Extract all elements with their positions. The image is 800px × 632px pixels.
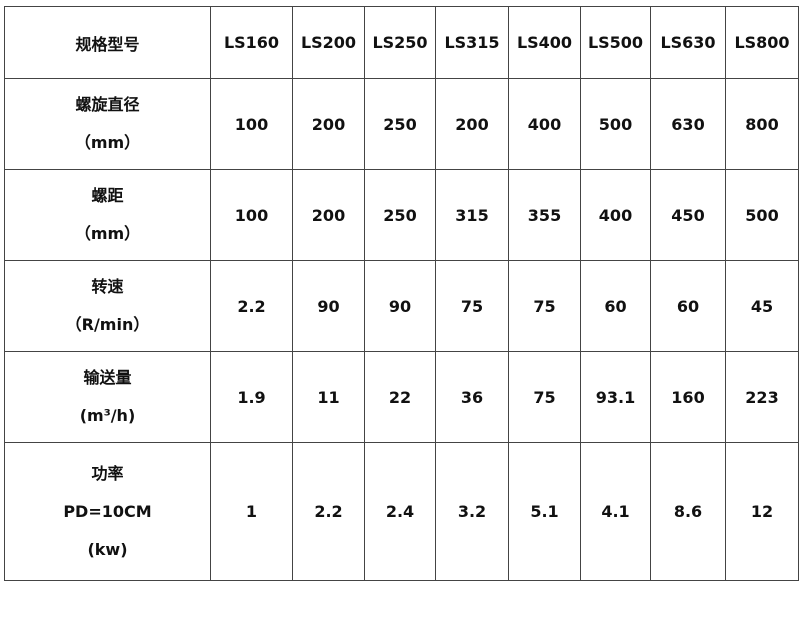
model-header-ls315: LS315 xyxy=(435,6,509,79)
value-cell: 75 xyxy=(508,260,581,352)
table-row: 输送量 (m³/h) 1.9 11 22 36 75 93.1 160 223 xyxy=(4,351,799,443)
value-cell: 200 xyxy=(292,169,365,261)
value-cell: 60 xyxy=(580,260,651,352)
row-label: 功率 PD=10CM (kw) xyxy=(4,442,211,581)
value-cell: 1 xyxy=(210,442,293,581)
value-cell: 75 xyxy=(435,260,509,352)
value-cell: 100 xyxy=(210,78,293,170)
value-cell: 630 xyxy=(650,78,726,170)
model-header-ls250: LS250 xyxy=(364,6,436,79)
value-cell: 2.2 xyxy=(292,442,365,581)
value-cell: 12 xyxy=(725,442,799,581)
value-cell: 250 xyxy=(364,169,436,261)
row-label-line: （mm） xyxy=(74,224,141,243)
row-label-line: 螺距 xyxy=(91,186,124,205)
value-cell: 500 xyxy=(580,78,651,170)
value-cell: 355 xyxy=(508,169,581,261)
table-row: 功率 PD=10CM (kw) 1 2.2 2.4 3.2 5.1 4.1 8.6 12 xyxy=(4,442,799,581)
value-cell: 2.4 xyxy=(364,442,436,581)
spec-table: 规格型号 LS160 LS200 LS250 LS315 LS400 LS500 LS630… xyxy=(4,6,799,581)
spacer xyxy=(5,482,210,504)
value-cell: 60 xyxy=(650,260,726,352)
row-label-line: 转速 xyxy=(91,277,124,296)
value-cell: 5.1 xyxy=(508,442,581,581)
table-row: 转速 （R/min） 2.2 90 90 75 75 60 60 45 xyxy=(4,260,799,352)
value-cell: 160 xyxy=(650,351,726,443)
model-header-ls200: LS200 xyxy=(292,6,365,79)
row-label-line: （mm） xyxy=(74,133,141,152)
value-cell: 11 xyxy=(292,351,365,443)
row-label: 输送量 (m³/h) xyxy=(4,351,211,443)
value-cell: 250 xyxy=(364,78,436,170)
row-label: 螺旋直径 （mm） xyxy=(4,78,211,170)
spacer xyxy=(5,295,210,317)
row-label-line: (kw) xyxy=(87,539,128,559)
value-cell: 400 xyxy=(580,169,651,261)
row-label: 转速 （R/min） xyxy=(4,260,211,352)
table-row: 螺距 （mm） 100 200 250 315 355 400 450 500 xyxy=(4,169,799,261)
value-cell: 75 xyxy=(508,351,581,443)
value-cell: 100 xyxy=(210,169,293,261)
value-cell: 36 xyxy=(435,351,509,443)
value-cell: 200 xyxy=(292,78,365,170)
value-cell: 90 xyxy=(364,260,436,352)
value-cell: 45 xyxy=(725,260,799,352)
model-header-ls800: LS800 xyxy=(725,6,799,79)
value-cell: 3.2 xyxy=(435,442,509,581)
value-cell: 1.9 xyxy=(210,351,293,443)
spacer xyxy=(5,520,210,542)
model-header-ls500: LS500 xyxy=(580,6,651,79)
value-cell: 400 xyxy=(508,78,581,170)
spacer xyxy=(5,204,210,226)
value-cell: 315 xyxy=(435,169,509,261)
value-cell: 8.6 xyxy=(650,442,726,581)
row-label-line: 输送量 xyxy=(83,368,132,387)
row-label-line: PD=10CM xyxy=(63,501,152,521)
header-row: 规格型号 LS160 LS200 LS250 LS315 LS400 LS500 LS630… xyxy=(4,6,799,79)
value-cell: 93.1 xyxy=(580,351,651,443)
value-cell: 800 xyxy=(725,78,799,170)
value-cell: 90 xyxy=(292,260,365,352)
table-row: 螺旋直径 （mm） 100 200 250 200 400 500 630 800 xyxy=(4,78,799,170)
value-cell: 4.1 xyxy=(580,442,651,581)
header-label: 规格型号 xyxy=(4,6,211,79)
value-cell: 500 xyxy=(725,169,799,261)
value-cell: 2.2 xyxy=(210,260,293,352)
row-label-line: (m³/h) xyxy=(79,406,136,425)
value-cell: 223 xyxy=(725,351,799,443)
spacer xyxy=(5,113,210,135)
spacer xyxy=(5,386,210,408)
row-label: 螺距 （mm） xyxy=(4,169,211,261)
row-label-line: （R/min） xyxy=(65,315,150,334)
value-cell: 200 xyxy=(435,78,509,170)
model-header-ls400: LS400 xyxy=(508,6,581,79)
row-label-line: 螺旋直径 xyxy=(75,95,140,114)
row-label-line: 功率 xyxy=(91,463,124,483)
model-header-ls160: LS160 xyxy=(210,6,293,79)
value-cell: 450 xyxy=(650,169,726,261)
model-header-ls630: LS630 xyxy=(650,6,726,79)
value-cell: 22 xyxy=(364,351,436,443)
